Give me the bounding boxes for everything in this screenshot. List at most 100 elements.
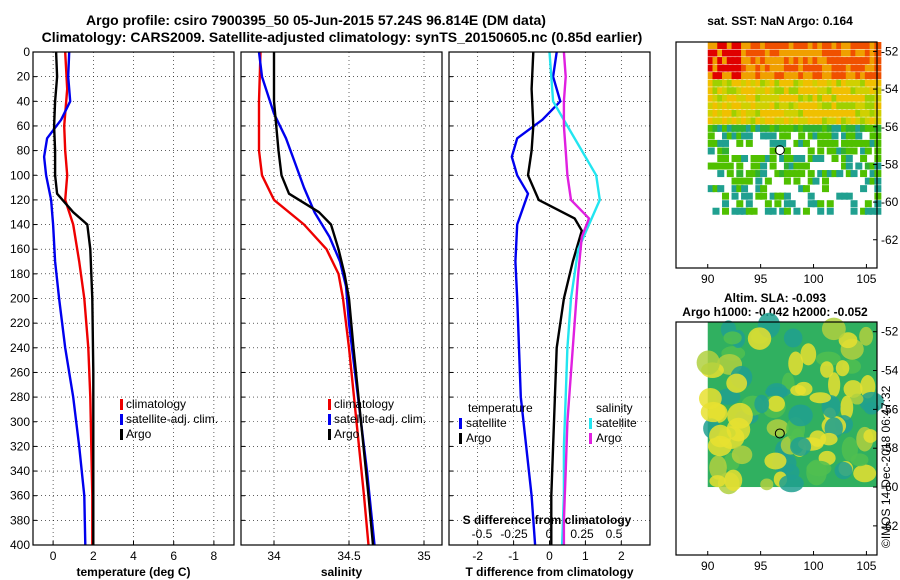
x-tick-label: 0 bbox=[50, 549, 57, 563]
sst-cell bbox=[769, 94, 777, 102]
sst-cell bbox=[717, 147, 725, 155]
sst-cell bbox=[817, 124, 825, 132]
sla-blob bbox=[731, 445, 753, 465]
sst-cell bbox=[864, 109, 872, 117]
sst-cell bbox=[850, 79, 858, 87]
sst-cell bbox=[764, 102, 772, 110]
sst-cell bbox=[764, 200, 772, 208]
sst-cell bbox=[836, 79, 844, 87]
sst-cell bbox=[755, 177, 763, 185]
sst-cell bbox=[855, 42, 863, 49]
sst-cell bbox=[717, 109, 725, 117]
sst-cell bbox=[855, 117, 863, 125]
difference-panel: -2 -1 0 1 2 T difference from climatology temp… bbox=[448, 51, 651, 579]
sst-cell bbox=[755, 185, 763, 193]
sst-cell bbox=[864, 72, 872, 80]
sst-cell bbox=[731, 124, 739, 132]
sla-map-title-2: Argo h1000: -0.042 h2000: -0.052 bbox=[682, 305, 868, 319]
sst-cell bbox=[817, 42, 825, 49]
sst-cell bbox=[874, 177, 882, 185]
sst-cell bbox=[821, 177, 829, 185]
sst-cell bbox=[741, 94, 749, 102]
x-tick-label: 1 bbox=[582, 549, 589, 563]
sst-cell bbox=[802, 49, 810, 57]
x-tick-label: -2 bbox=[472, 549, 483, 563]
sst-cell bbox=[726, 124, 734, 132]
sst-cell bbox=[774, 87, 782, 95]
sst-cell bbox=[798, 42, 806, 49]
sst-cell bbox=[841, 155, 849, 162]
sst-cell bbox=[722, 87, 730, 95]
sst-cell bbox=[722, 124, 730, 132]
sst-cell bbox=[860, 94, 868, 102]
sst-cell bbox=[869, 132, 877, 140]
argo-position-marker bbox=[774, 145, 785, 156]
sst-cell bbox=[722, 79, 730, 87]
sst-cell bbox=[755, 162, 763, 170]
sst-cell bbox=[841, 124, 849, 132]
sst-cell bbox=[817, 170, 825, 178]
sst-cell bbox=[864, 87, 872, 95]
sst-cell bbox=[845, 42, 853, 49]
sst-cell bbox=[855, 79, 863, 87]
sst-cell bbox=[802, 139, 810, 147]
sst-cell bbox=[783, 177, 791, 185]
y-tick-label: 100 bbox=[10, 168, 30, 182]
sst-cell bbox=[736, 117, 744, 125]
sst-cell bbox=[821, 102, 829, 110]
sst-cell bbox=[864, 64, 872, 72]
sst-cell bbox=[783, 124, 791, 132]
sst-cell bbox=[745, 117, 753, 125]
sst-cell bbox=[774, 192, 782, 200]
sst-cell bbox=[707, 49, 715, 57]
sst-cell bbox=[841, 132, 849, 140]
sst-cell bbox=[736, 64, 744, 72]
sst-cell bbox=[798, 57, 806, 65]
lat-tick-label: -52 bbox=[881, 325, 899, 339]
legend-label: Argo bbox=[334, 427, 360, 441]
sst-cell bbox=[707, 57, 715, 65]
sst-cell bbox=[736, 42, 744, 49]
imos-watermark: ©IMOS 14-Dec-2018 06:47:32 bbox=[879, 385, 893, 548]
sla-blob bbox=[724, 469, 743, 491]
sst-cell bbox=[779, 117, 787, 125]
sst-cell bbox=[745, 207, 753, 215]
sst-cell bbox=[764, 94, 772, 102]
sst-cell bbox=[736, 79, 744, 87]
sst-cell bbox=[869, 57, 877, 65]
sst-cell bbox=[712, 124, 720, 132]
sst-cell bbox=[807, 102, 815, 110]
sst-cell bbox=[826, 79, 834, 87]
sst-cell bbox=[736, 72, 744, 80]
sst-cell bbox=[731, 57, 739, 65]
sla-blob bbox=[834, 461, 853, 480]
sst-cell bbox=[783, 79, 791, 87]
sst-cell bbox=[802, 42, 810, 49]
sst-cell bbox=[750, 102, 758, 110]
sst-cell bbox=[864, 207, 872, 215]
sst-cell bbox=[712, 72, 720, 80]
sst-cell bbox=[712, 79, 720, 87]
sst-cell bbox=[802, 185, 810, 193]
sst-cell bbox=[769, 207, 777, 215]
sst-cell bbox=[874, 94, 882, 102]
sst-cell bbox=[731, 87, 739, 95]
panel-frame bbox=[448, 51, 651, 546]
sst-cell bbox=[760, 192, 768, 200]
sst-cell bbox=[707, 124, 715, 132]
sst-cell bbox=[717, 102, 725, 110]
sst-cell bbox=[741, 192, 749, 200]
sst-cell bbox=[869, 124, 877, 132]
sst-cell bbox=[707, 87, 715, 95]
lon-tick-label: 105 bbox=[856, 272, 876, 286]
sst-cell bbox=[812, 102, 820, 110]
sst-cell bbox=[745, 177, 753, 185]
sst-cell bbox=[764, 207, 772, 215]
sst-cell bbox=[850, 117, 858, 125]
sst-cell bbox=[745, 94, 753, 102]
sst-cell bbox=[731, 42, 739, 49]
sst-cell bbox=[855, 139, 863, 147]
sst-cell bbox=[764, 79, 772, 87]
sst-cell bbox=[741, 57, 749, 65]
